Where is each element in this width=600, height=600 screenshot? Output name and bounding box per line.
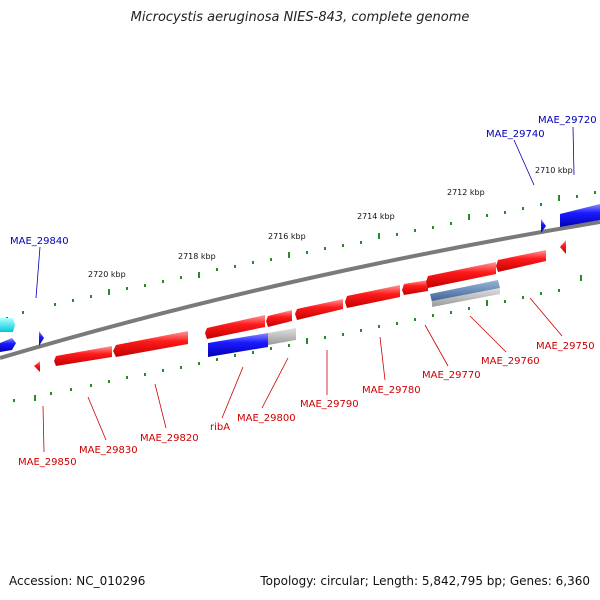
scale-label: 2718 kbp	[178, 252, 216, 261]
gene-riba[interactable]	[205, 315, 265, 339]
scale-label: 2712 kbp	[447, 188, 485, 197]
gene-mae-29760[interactable]	[426, 262, 496, 288]
genome-backbone	[0, 220, 600, 360]
map-title: Microcystis aeruginosa NIES-843, complet…	[130, 10, 470, 25]
gene-label: MAE_29820	[140, 433, 199, 444]
gene-cluster-grey[interactable]	[432, 288, 500, 307]
gene-mae-29830[interactable]	[54, 346, 112, 366]
gene-mae-29790[interactable]	[295, 299, 343, 320]
scale-label: 2714 kbp	[357, 212, 395, 221]
gene-red-small-right[interactable]	[560, 240, 566, 254]
gene-riba-reverse[interactable]	[208, 333, 268, 357]
gene-blue-left[interactable]	[0, 338, 16, 352]
inner-scale-ticks	[13, 275, 582, 402]
accession-text: Accession: NC_010296	[9, 574, 146, 588]
gene-mae-29800-pseudo[interactable]	[268, 328, 296, 345]
gene-mae-29800[interactable]	[266, 310, 292, 327]
gene-label: ribA	[210, 422, 230, 433]
scale-label: 2710 kbp	[535, 166, 573, 175]
gene-label: MAE_29750	[536, 341, 595, 352]
gene-mae-29720[interactable]	[560, 204, 600, 227]
gene-label: MAE_29720	[538, 115, 597, 126]
gene-label: MAE_29760	[481, 356, 540, 367]
scale-label: 2716 kbp	[268, 232, 306, 241]
gene-mae-29820[interactable]	[113, 331, 188, 357]
gene-label: MAE_29770	[422, 370, 481, 381]
scale-label: 2720 kbp	[88, 270, 126, 279]
gene-cluster-steel[interactable]	[430, 280, 500, 302]
gene-mae-29750[interactable]	[496, 250, 546, 272]
gene-label: MAE_29830	[79, 445, 138, 456]
gene-mae-29740[interactable]	[541, 219, 546, 233]
topology-text: Topology: circular; Length: 5,842,795 bp…	[260, 574, 590, 588]
gene-rna-cyan[interactable]	[0, 318, 15, 332]
gene-mae-29840[interactable]	[39, 331, 44, 346]
gene-label: MAE_29850	[18, 457, 77, 468]
leader-lines	[35, 126, 575, 453]
gene-mae-29850[interactable]	[34, 361, 40, 372]
gene-label: MAE_29740	[486, 129, 545, 140]
outer-scale-ticks	[6, 191, 596, 320]
gene-label: MAE_29790	[300, 399, 359, 410]
gene-mae-29770[interactable]	[402, 280, 428, 295]
gene-label: MAE_29800	[237, 413, 296, 424]
gene-label: MAE_29840	[10, 236, 69, 247]
gene-mae-29780[interactable]	[345, 285, 400, 308]
gene-label: MAE_29780	[362, 385, 421, 396]
